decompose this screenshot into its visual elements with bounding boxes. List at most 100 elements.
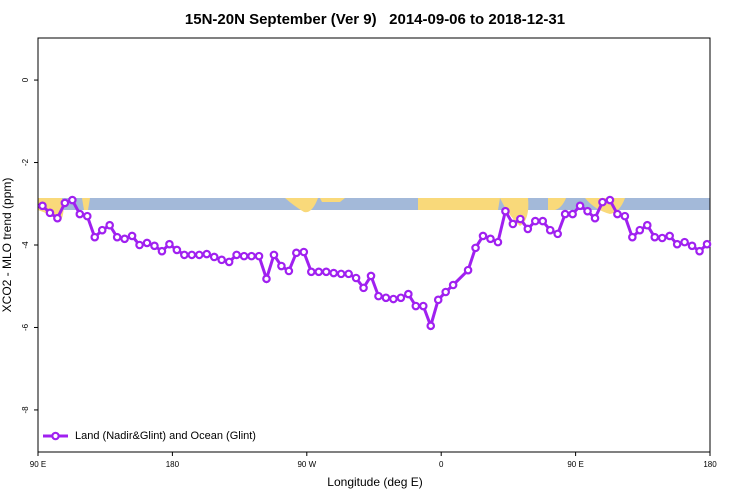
legend-label: Land (Nadir&Glint) and Ocean (Glint) (75, 430, 256, 442)
data-point (45, 208, 55, 218)
data-line (41, 198, 709, 331)
data-point (217, 255, 226, 265)
data-point (299, 247, 309, 257)
data-point (254, 251, 264, 261)
data-point (620, 211, 630, 221)
data-point (194, 250, 204, 260)
data-point (284, 266, 294, 276)
data-point (493, 237, 503, 247)
data-point (97, 225, 107, 235)
data-point (486, 234, 495, 244)
data-point (605, 195, 615, 205)
data-point (642, 220, 652, 230)
data-point (583, 206, 592, 216)
data-point (127, 231, 137, 241)
data-point (463, 265, 473, 275)
data-point (441, 287, 450, 297)
data-point (351, 273, 361, 283)
data-point (687, 241, 697, 251)
data-point (157, 246, 167, 256)
x-tick-label: 90 E (567, 460, 583, 469)
x-tick-label: 90 E (30, 460, 46, 469)
x-axis-label: Longitude (deg E) (327, 475, 422, 489)
data-point (239, 251, 249, 261)
data-point (635, 225, 645, 235)
data-point (426, 321, 436, 331)
data-point (329, 268, 338, 278)
data-point (187, 250, 197, 260)
data-point (560, 209, 570, 219)
data-point (262, 274, 271, 284)
data-point (418, 301, 428, 311)
data-point (396, 293, 406, 303)
data-point (112, 232, 122, 242)
data-point (105, 220, 114, 230)
chart-title: 15N-20N September (Ver 9) 2014-09-06 to … (185, 11, 565, 28)
data-point (247, 251, 256, 261)
data-point (306, 267, 316, 277)
data-point (628, 232, 637, 242)
y-tick-label: 0 (21, 77, 30, 82)
data-point (508, 219, 518, 229)
data-point (590, 213, 600, 223)
y-tick-label: -4 (21, 241, 30, 249)
data-point (530, 216, 540, 226)
data-point (209, 252, 219, 262)
data-point (359, 283, 368, 293)
data-point (336, 269, 346, 279)
data-point (277, 261, 286, 271)
data-point (516, 214, 525, 224)
land-patch (418, 198, 500, 210)
data-point (411, 301, 421, 311)
data-point (553, 229, 562, 239)
y-tick-label: -6 (21, 323, 30, 331)
data-point (82, 211, 92, 221)
land-patch (82, 198, 90, 210)
data-point (366, 271, 376, 281)
data-point (695, 246, 704, 256)
data-point (53, 213, 62, 223)
data-point (523, 224, 533, 234)
y-tick-label: -2 (21, 158, 30, 166)
data-point (650, 232, 660, 242)
data-point (568, 209, 577, 219)
land-patch (548, 198, 566, 210)
data-point (142, 238, 152, 248)
data-point (598, 197, 607, 207)
data-point (672, 239, 682, 249)
data-point (471, 243, 480, 253)
data-point (389, 294, 398, 304)
data-point (90, 232, 100, 242)
x-tick-label: 180 (703, 460, 717, 469)
data-point (657, 233, 667, 243)
data-point (135, 240, 144, 250)
data-point (433, 295, 443, 305)
data-point (381, 293, 391, 303)
data-point (292, 248, 301, 258)
data-point (165, 239, 174, 249)
x-tick-label: 180 (166, 460, 180, 469)
data-point (344, 269, 353, 279)
ocean-band (38, 198, 710, 210)
data-point (269, 250, 279, 260)
data-point (665, 231, 674, 241)
legend-marker (51, 431, 60, 441)
y-tick-label: -8 (21, 406, 30, 414)
data-point (150, 241, 159, 251)
data-point (60, 198, 70, 208)
data-point (68, 195, 77, 205)
x-tick-label: 0 (439, 460, 444, 469)
data-point (224, 257, 234, 267)
data-point (575, 201, 585, 211)
data-point (448, 280, 458, 290)
data-point (702, 239, 712, 249)
y-axis-label: XCO2 - MLO trend (ppm) (0, 178, 14, 313)
land-ocean-strip (38, 198, 710, 226)
data-point (321, 267, 331, 277)
data-point (120, 234, 129, 244)
data-point (172, 245, 182, 255)
land-patch (320, 198, 345, 202)
data-point (180, 250, 189, 260)
data-point (501, 206, 510, 216)
